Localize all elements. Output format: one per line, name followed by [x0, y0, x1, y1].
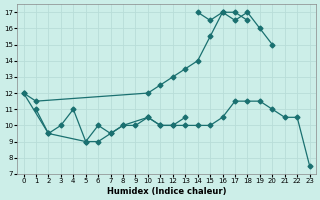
X-axis label: Humidex (Indice chaleur): Humidex (Indice chaleur) — [107, 187, 226, 196]
